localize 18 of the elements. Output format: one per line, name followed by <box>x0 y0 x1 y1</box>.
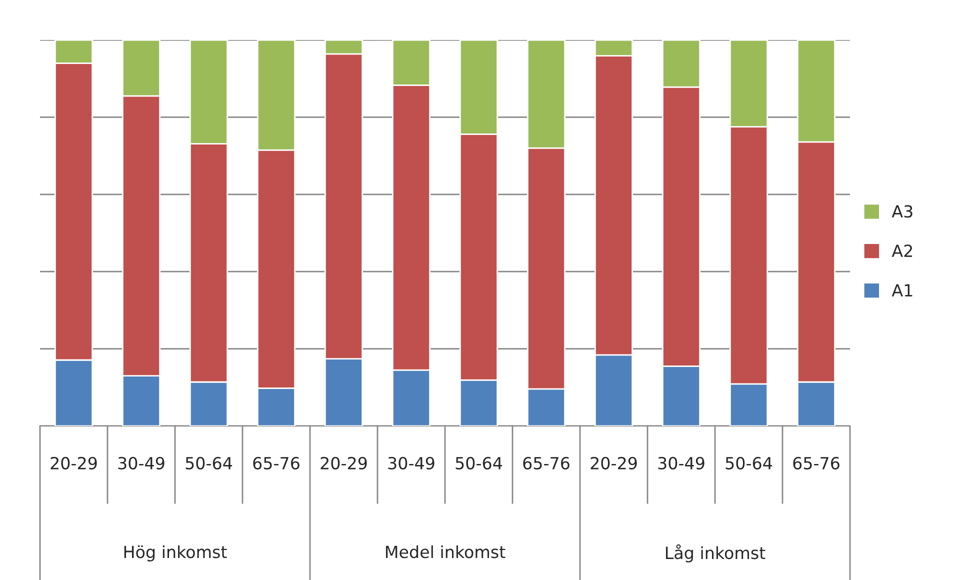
x-tick-label: 30-49 <box>388 456 434 470</box>
x-tick-label: 50-64 <box>726 456 772 470</box>
legend-label: A2 <box>892 244 912 257</box>
text: Medel inkomst <box>386 545 506 558</box>
legend-label: A1 <box>892 284 912 296</box>
x-tick-label: 65-76 <box>793 456 840 470</box>
x-tick-label: 65-76 <box>253 456 300 470</box>
text: Låg inkomst <box>666 544 766 562</box>
text: Hög inkomst <box>124 545 227 562</box>
x-tick-label: 65-76 <box>523 456 570 470</box>
legend-label: A3 <box>892 205 912 218</box>
x-tick-label: 30-49 <box>658 456 704 470</box>
x-tick-label: 50-64 <box>456 456 502 470</box>
x-tick-label: 50-64 <box>186 456 232 470</box>
x-tick-label: 20-29 <box>320 456 367 470</box>
x-tick-label: 20-29 <box>590 456 637 470</box>
x-tick-label: 20-29 <box>50 456 97 470</box>
x-tick-label: 30-49 <box>118 456 164 470</box>
